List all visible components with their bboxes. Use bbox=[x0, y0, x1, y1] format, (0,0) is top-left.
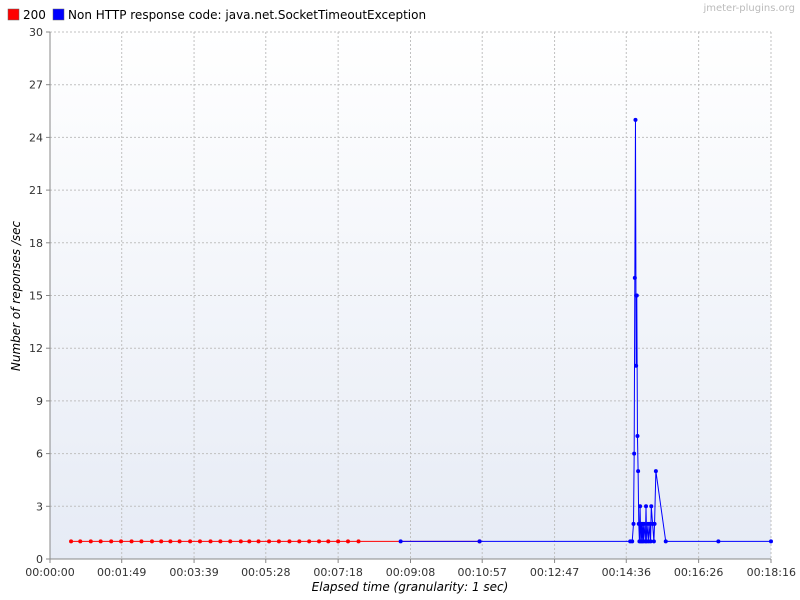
y-tick-label: 24 bbox=[29, 131, 43, 144]
data-point bbox=[119, 539, 124, 544]
data-point bbox=[247, 539, 252, 544]
y-tick-label: 30 bbox=[29, 26, 43, 39]
data-point bbox=[633, 117, 638, 122]
data-point bbox=[109, 539, 114, 544]
data-point bbox=[149, 539, 154, 544]
legend-label-timeout: Non HTTP response code: java.net.SocketT… bbox=[68, 8, 426, 22]
x-tick-label: 00:14:36 bbox=[602, 566, 651, 579]
data-point bbox=[168, 539, 173, 544]
legend-swatch-200 bbox=[7, 8, 20, 21]
data-point bbox=[188, 539, 193, 544]
y-tick-label: 15 bbox=[29, 290, 43, 303]
x-tick-label: 00:18:16 bbox=[747, 566, 796, 579]
data-point bbox=[651, 539, 656, 544]
y-axis-title: Number of reponses /sec bbox=[9, 220, 23, 371]
data-point bbox=[644, 504, 649, 509]
data-point bbox=[228, 539, 233, 544]
data-point bbox=[634, 363, 639, 368]
data-point bbox=[276, 539, 281, 544]
series-layer bbox=[69, 117, 773, 544]
y-tick-label: 18 bbox=[29, 237, 43, 250]
x-tick-label: 00:09:08 bbox=[386, 566, 435, 579]
y-tick-label: 3 bbox=[36, 500, 43, 513]
data-point bbox=[398, 539, 403, 544]
series-0 bbox=[69, 539, 482, 544]
y-axis-ticks: 0 3 6 9 12 15 18 21 24 27 30 bbox=[29, 26, 50, 566]
data-point bbox=[663, 539, 668, 544]
x-tick-label: 00:12:47 bbox=[530, 566, 579, 579]
data-point bbox=[632, 451, 637, 456]
data-point bbox=[267, 539, 272, 544]
data-point bbox=[336, 539, 341, 544]
data-point bbox=[218, 539, 223, 544]
x-axis-ticks: 00:00:00 00:01:49 00:03:39 00:05:28 00:07:18… bbox=[25, 559, 796, 579]
data-point bbox=[648, 539, 653, 544]
x-tick-label: 00:03:39 bbox=[169, 566, 218, 579]
legend-swatch-timeout bbox=[52, 8, 65, 21]
watermark: jmeter-plugins.org bbox=[702, 3, 795, 14]
data-point bbox=[653, 469, 658, 474]
data-point bbox=[287, 539, 292, 544]
data-point bbox=[317, 539, 322, 544]
x-tick-label: 00:10:57 bbox=[458, 566, 507, 579]
data-point bbox=[636, 469, 641, 474]
x-axis-title: Elapsed time (granularity: 1 sec) bbox=[312, 580, 509, 594]
data-point bbox=[631, 521, 636, 526]
data-point bbox=[634, 293, 639, 298]
y-tick-label: 6 bbox=[36, 448, 43, 461]
x-tick-label: 00:07:18 bbox=[313, 566, 362, 579]
data-point bbox=[177, 539, 182, 544]
y-tick-label: 27 bbox=[29, 79, 43, 92]
x-tick-label: 00:05:28 bbox=[241, 566, 290, 579]
y-tick-label: 9 bbox=[36, 395, 43, 408]
data-point bbox=[356, 539, 361, 544]
data-point bbox=[307, 539, 312, 544]
data-point bbox=[477, 539, 482, 544]
data-point bbox=[197, 539, 202, 544]
data-point bbox=[769, 539, 773, 544]
y-tick-label: 21 bbox=[29, 184, 43, 197]
data-point bbox=[129, 539, 134, 544]
data-point bbox=[326, 539, 331, 544]
data-point bbox=[346, 539, 351, 544]
x-tick-label: 00:16:26 bbox=[674, 566, 723, 579]
x-tick-label: 00:01:49 bbox=[97, 566, 146, 579]
y-tick-label: 0 bbox=[36, 553, 43, 566]
legend: 200 Non HTTP response code: java.net.Soc… bbox=[7, 8, 426, 22]
data-point bbox=[69, 539, 74, 544]
data-point bbox=[652, 521, 657, 526]
data-point bbox=[139, 539, 144, 544]
data-point bbox=[632, 275, 637, 280]
legend-label-200: 200 bbox=[23, 8, 46, 22]
data-point bbox=[78, 539, 83, 544]
data-point bbox=[649, 504, 654, 509]
gridlines bbox=[50, 31, 772, 559]
data-point bbox=[159, 539, 164, 544]
data-point bbox=[88, 539, 93, 544]
data-point bbox=[716, 539, 721, 544]
x-tick-label: 00:00:00 bbox=[25, 566, 74, 579]
data-point bbox=[238, 539, 243, 544]
data-point bbox=[256, 539, 261, 544]
data-point bbox=[98, 539, 103, 544]
series-1 bbox=[398, 117, 773, 544]
data-point bbox=[297, 539, 302, 544]
data-point bbox=[638, 504, 643, 509]
data-point bbox=[635, 434, 640, 439]
data-point bbox=[630, 539, 635, 544]
data-point bbox=[642, 521, 647, 526]
y-tick-label: 12 bbox=[29, 342, 43, 355]
data-point bbox=[208, 539, 213, 544]
